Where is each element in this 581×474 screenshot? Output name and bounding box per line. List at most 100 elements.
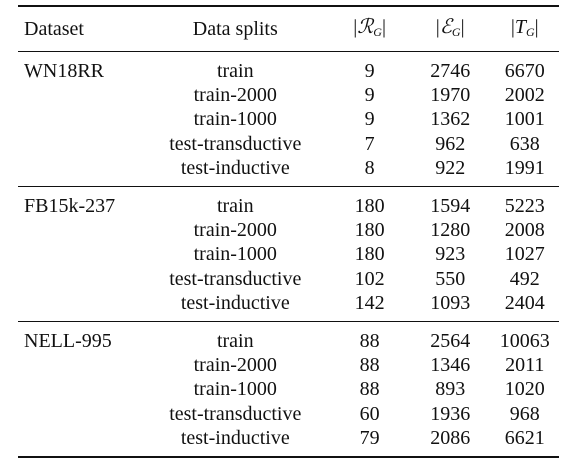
relations-count-cell: 88	[359, 354, 380, 377]
table-row: train-1000 180 923 1027	[18, 242, 559, 266]
table-row: test-inductive 142 1093 2404	[18, 291, 559, 322]
triples-count-cell: 1001	[504, 108, 545, 131]
dataset-name-cell	[18, 426, 141, 457]
relations-count-cell: 180	[354, 219, 385, 242]
entities-count-cell: 2564	[430, 329, 471, 352]
split-cell: train	[216, 329, 254, 352]
dataset-name-cell	[18, 291, 141, 322]
split-cell: test-transductive	[169, 267, 302, 290]
entities-count-cell: 1093	[430, 291, 471, 314]
relations-count-cell: 7	[364, 132, 375, 155]
triples-count-cell: 6670	[504, 60, 545, 83]
entities-subscript: G	[451, 25, 461, 39]
relations-count-cell: 180	[354, 243, 385, 266]
entities-count-cell: 1936	[430, 402, 471, 425]
split-cell: train-1000	[193, 378, 277, 401]
entities-count-cell: 1362	[430, 108, 471, 131]
entities-count-cell: 1970	[430, 84, 471, 107]
relations-count-cell: 102	[354, 267, 385, 290]
entities-count-cell: 922	[435, 156, 466, 179]
triples-count-cell: 2404	[504, 291, 545, 314]
relations-count-cell: 60	[359, 402, 380, 425]
dataset-name-cell	[18, 401, 141, 425]
dataset-group: WN18RR train 9 2746 6670 train-2000 9 1970 2002 t…	[18, 52, 559, 187]
dataset-name-cell	[18, 242, 141, 266]
triples-count-cell: 2008	[504, 219, 545, 242]
dataset-name-cell	[18, 107, 141, 131]
header-relations-count: |ℛG|	[353, 14, 386, 39]
table-row: NELL-995 train 88 2564 10063	[18, 321, 559, 353]
dataset-group: NELL-995 train 88 2564 10063 train-2000 88 1346…	[18, 321, 559, 457]
relations-count-cell: 180	[354, 195, 385, 218]
dataset-name-cell: FB15k-237	[24, 195, 116, 218]
split-cell: train	[216, 60, 254, 83]
table-row: test-transductive 7 962 638	[18, 132, 559, 156]
relations-count-cell: 9	[364, 108, 375, 131]
triples-count-cell: 968	[509, 402, 540, 425]
entities-count-cell: 550	[435, 267, 466, 290]
entities-count-cell: 962	[435, 132, 466, 155]
dataset-name-cell	[18, 353, 141, 377]
split-cell: test-inductive	[180, 291, 290, 314]
table-row: FB15k-237 train 180 1594 5223	[18, 186, 559, 218]
entities-count-cell: 923	[435, 243, 466, 266]
header-entities-count: |ℰG|	[435, 14, 465, 39]
entities-count-cell: 1346	[430, 354, 471, 377]
triples-count-cell: 638	[509, 132, 540, 155]
split-cell: test-inductive	[180, 156, 290, 179]
split-cell: test-transductive	[169, 402, 302, 425]
table-row: test-inductive 8 922 1991	[18, 156, 559, 187]
header-row: Dataset Data splits |ℛG| |ℰG| |TG|	[18, 6, 559, 52]
triples-count-cell: 6621	[504, 426, 545, 449]
entities-count-cell: 1594	[430, 195, 471, 218]
table-row: train-1000 9 1362 1001	[18, 107, 559, 131]
relations-count-cell: 88	[359, 329, 380, 352]
header-triples-count: |TG|	[510, 15, 539, 39]
triples-count-cell: 1020	[504, 378, 545, 401]
dataset-name-cell	[18, 156, 141, 187]
dataset-name-cell	[18, 218, 141, 242]
dataset-name-cell	[18, 377, 141, 401]
triples-count-cell: 10063	[499, 329, 550, 352]
entities-symbol: ℰ	[439, 14, 452, 38]
relations-symbol: ℛ	[357, 14, 374, 38]
triples-count-cell: 2002	[504, 84, 545, 107]
header-data-splits: Data splits	[192, 18, 278, 40]
table-row: train-2000 88 1346 2011	[18, 353, 559, 377]
dataset-name-cell	[18, 83, 141, 107]
triples-count-cell: 1027	[504, 243, 545, 266]
table-row: WN18RR train 9 2746 6670	[18, 52, 559, 84]
relations-count-cell: 9	[364, 60, 375, 83]
entities-count-cell: 2746	[430, 60, 471, 83]
split-cell: train	[216, 195, 254, 218]
dataset-group: FB15k-237 train 180 1594 5223 train-2000 180 12…	[18, 186, 559, 322]
split-cell: train-2000	[193, 354, 277, 377]
relations-count-cell: 142	[354, 291, 385, 314]
table-header: Dataset Data splits |ℛG| |ℰG| |TG|	[18, 6, 559, 52]
relations-count-cell: 88	[359, 378, 380, 401]
split-cell: test-inductive	[180, 426, 290, 449]
entities-count-cell: 893	[435, 378, 466, 401]
triples-symbol: T	[514, 15, 526, 38]
dataset-statistics-table-container: Dataset Data splits |ℛG| |ℰG| |TG| WN18R…	[18, 5, 559, 458]
triples-subscript: G	[526, 24, 535, 39]
triples-count-cell: 492	[509, 267, 540, 290]
table-row: test-transductive 102 550 492	[18, 267, 559, 291]
triples-count-cell: 5223	[504, 195, 545, 218]
dataset-name-cell	[18, 267, 141, 291]
split-cell: train-1000	[193, 108, 277, 131]
entities-count-cell: 2086	[430, 426, 471, 449]
relations-subscript: G	[373, 25, 382, 39]
split-cell: test-transductive	[169, 132, 302, 155]
table-row: train-2000 180 1280 2008	[18, 218, 559, 242]
dataset-name-cell: NELL-995	[24, 329, 112, 352]
split-cell: train-2000	[193, 219, 277, 242]
triples-count-cell: 1991	[504, 156, 545, 179]
relations-count-cell: 8	[364, 156, 375, 179]
relations-count-cell: 9	[364, 84, 375, 107]
dataset-name-cell: WN18RR	[24, 60, 104, 83]
split-cell: train-2000	[193, 84, 277, 107]
table-row: train-2000 9 1970 2002	[18, 83, 559, 107]
table-row: test-transductive 60 1936 968	[18, 401, 559, 425]
table-row: train-1000 88 893 1020	[18, 377, 559, 401]
